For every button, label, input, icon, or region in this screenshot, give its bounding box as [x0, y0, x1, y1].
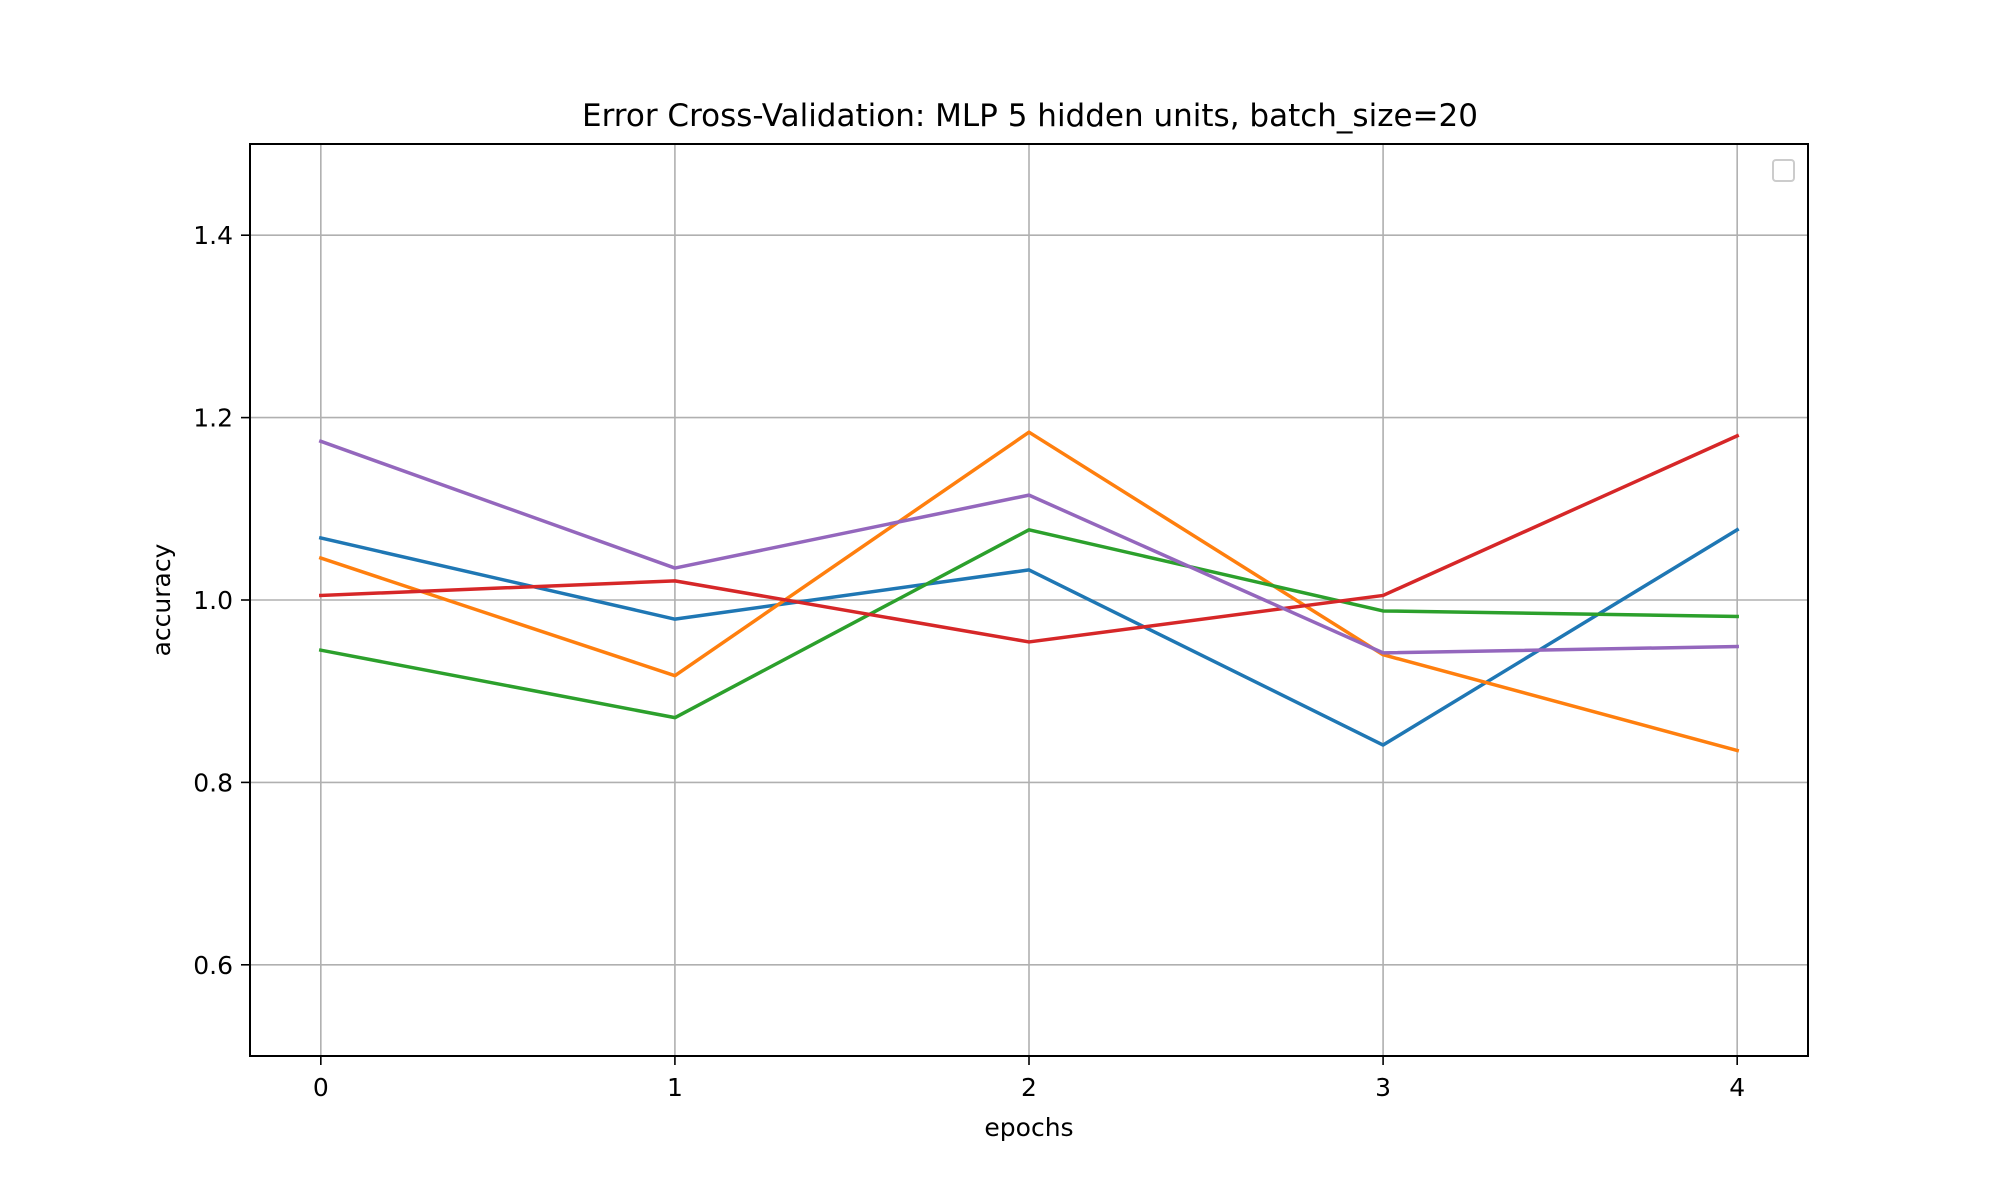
y-tick-label: 0.8: [193, 768, 233, 797]
x-tick-label: 0: [313, 1073, 329, 1102]
y-tick-label: 0.6: [193, 951, 233, 980]
x-tick-label: 2: [1021, 1073, 1037, 1102]
series-line-5: [318, 439, 1739, 655]
chart-title: Error Cross-Validation: MLP 5 hidden uni…: [582, 98, 1478, 134]
y-axis-label: accuracy: [147, 543, 176, 656]
series-line-4: [318, 433, 1740, 644]
x-axis-label: epochs: [984, 1113, 1073, 1142]
series-lines: [318, 430, 1740, 753]
y-tick-label: 1.4: [193, 221, 233, 250]
y-tick-label: 1.2: [193, 404, 233, 433]
series-line-1: [318, 527, 1740, 747]
grid-lines: [250, 144, 1808, 1056]
x-tick-label: 1: [667, 1073, 683, 1102]
series-line-2: [318, 430, 1740, 753]
y-tick-label: 1.0: [193, 586, 233, 615]
axis-ticks: 0 1 2 3 4 0.6 0.8 1.0 1.2 1.4: [193, 221, 1745, 1102]
x-tick-label: 4: [1729, 1073, 1745, 1102]
x-tick-label: 3: [1375, 1073, 1391, 1102]
legend-box: [1772, 159, 1795, 182]
series-line-3: [318, 528, 1739, 720]
